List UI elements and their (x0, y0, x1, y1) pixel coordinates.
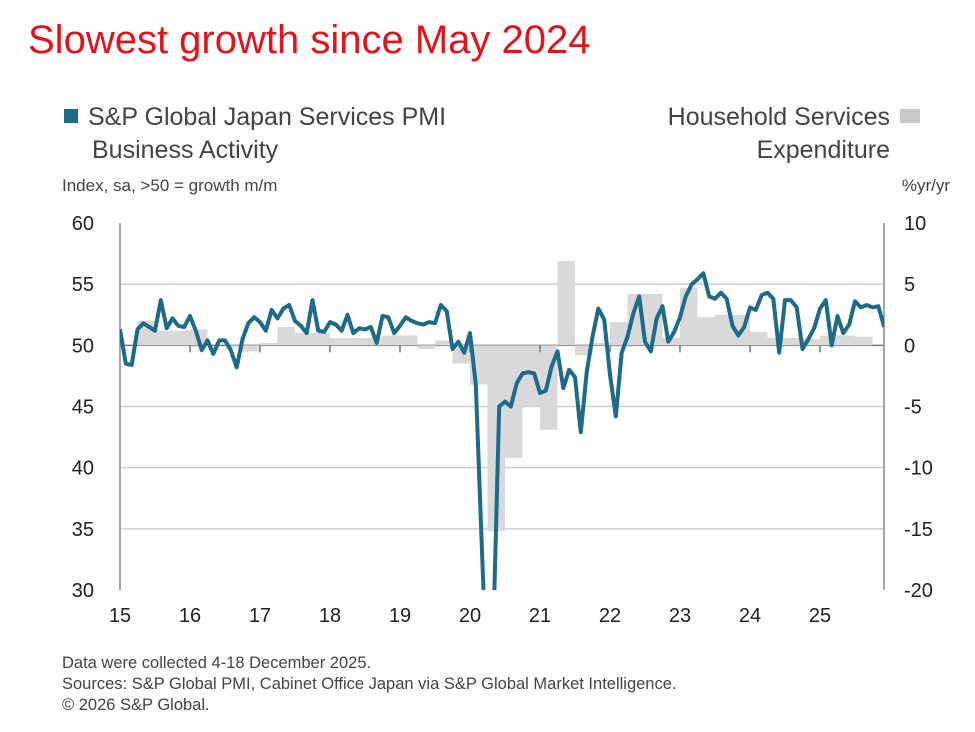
expenditure-bar (662, 337, 680, 346)
left-tick-label: 45 (72, 397, 94, 419)
x-tick-label: 21 (529, 605, 551, 627)
right-axis-unit: %yr/yr (901, 176, 950, 195)
expenditure-bar (645, 293, 663, 346)
expenditure-bar (347, 337, 365, 346)
left-tick-label: 30 (72, 580, 94, 602)
pmi-line (120, 271, 884, 590)
x-tick-label: 25 (809, 605, 831, 627)
footer-sources: Sources: S&P Global PMI, Cabinet Office … (62, 675, 677, 693)
legend-bars: Household Services Expenditure (668, 101, 920, 167)
right-tick-label: 10 (904, 213, 926, 235)
footer-copyright: © 2026 S&P Global. (62, 696, 210, 714)
expenditure-bar (295, 333, 313, 346)
expenditure-bar (820, 335, 838, 346)
left-tick-label: 40 (72, 458, 94, 480)
footer: Data were collected 4-18 December 2025. … (62, 653, 677, 716)
legend-bar-label-2: Expenditure (756, 136, 890, 164)
left-tick-label: 35 (72, 519, 94, 541)
x-tick-label: 19 (389, 605, 411, 627)
expenditure-bar (802, 339, 820, 346)
expenditure-bar (855, 336, 873, 346)
left-tick-label: 60 (72, 213, 94, 235)
x-tick-label: 23 (669, 605, 691, 627)
right-tick-label: -5 (904, 397, 922, 419)
legend-bar-swatch (900, 109, 920, 124)
x-tick-label: 20 (459, 605, 481, 627)
expenditure-bar (715, 314, 733, 346)
left-tick-label: 55 (72, 274, 94, 296)
expenditure-bar (260, 342, 278, 346)
legend-line-label-1: S&P Global Japan Services PMI (88, 103, 447, 131)
x-tick-label: 18 (319, 605, 341, 627)
expenditure-bar (242, 345, 260, 352)
expenditure-bar (400, 335, 418, 346)
expenditure-bar (680, 287, 698, 346)
expenditure-bar (435, 340, 453, 346)
expenditure-bar (155, 330, 173, 346)
expenditure-bar (330, 337, 348, 346)
expenditure-bar (225, 345, 243, 348)
chart-title: Slowest growth since May 2024 (28, 18, 591, 62)
legend-line: S&P Global Japan Services PMI Business A… (64, 101, 446, 167)
expenditure-bar (522, 345, 540, 407)
expenditure-bar (610, 322, 628, 346)
expenditure-bar (277, 326, 295, 346)
right-tick-label: -20 (904, 580, 933, 602)
x-tick-label: 15 (109, 605, 131, 627)
expenditure-bar (697, 317, 715, 346)
x-tick-label: 24 (739, 605, 761, 627)
footer-collection-note: Data were collected 4-18 December 2025. (62, 654, 372, 672)
expenditure-bar (575, 345, 593, 356)
right-tick-label: 5 (904, 274, 915, 296)
x-tick-label: 16 (179, 605, 201, 627)
right-tick-label: -15 (904, 519, 933, 541)
left-axis-unit: Index, sa, >50 = growth m/m (62, 176, 278, 195)
legend-line-swatch (64, 109, 78, 124)
expenditure-bar (172, 330, 190, 346)
legend-bar-label-1: Household Services (667, 103, 890, 131)
legend-line-label-2: Business Activity (92, 136, 279, 164)
expenditure-bar (557, 260, 575, 346)
expenditure-bar (592, 342, 610, 346)
right-tick-label: -10 (904, 458, 933, 480)
expenditure-bar (312, 333, 330, 346)
expenditure-bar (417, 345, 435, 350)
expenditure-bar (365, 337, 383, 346)
expenditure-bar (837, 335, 855, 346)
expenditure-bar (382, 335, 400, 346)
expenditure-bar (785, 337, 803, 346)
expenditure-bar (750, 331, 768, 346)
right-tick-label: 0 (904, 335, 915, 357)
expenditure-bar (487, 345, 505, 532)
x-tick-label: 17 (249, 605, 271, 627)
x-tick-label: 22 (599, 605, 621, 627)
left-tick-label: 50 (72, 335, 94, 357)
